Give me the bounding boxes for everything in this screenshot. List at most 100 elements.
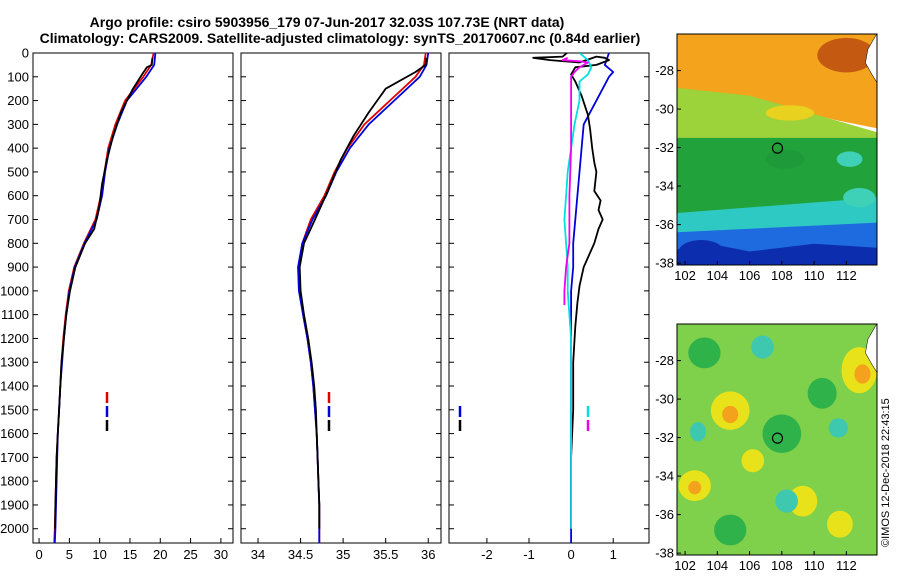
panel-sst-ytick-label: -32 [655,140,674,155]
panel-salinity-xtick-label: 36 [421,547,435,562]
map-region-green [677,137,877,223]
map-blob-yellow [788,485,818,517]
temperature-panel: 0100200300400500600700800900100011001200… [0,46,234,562]
panel-sla-ytick-label: -34 [655,469,674,484]
ytick-label: 600 [7,188,29,203]
panel-sst-xtick-label: 108 [771,268,793,283]
sst-map-panel: 102 104 106 108 110 112 -28 -30 -32 -34 -36 -38 [655,33,878,283]
ytick-label: 1200 [0,331,29,346]
panel-sla-xtick-label: 104 [706,558,728,573]
panel-temperature-xtick-label: 30 [214,547,228,562]
ytick-label: 300 [7,117,29,132]
panel-salinity-xtick-label: 34 [251,547,265,562]
figure-title-line1: Argo profile: csiro 5903956_179 07-Jun-2… [90,14,565,30]
panel-salinity-series-argo [298,57,428,529]
panel-sst-xtick-label: 102 [674,268,696,283]
panel-sst-ytick-label: -30 [655,102,674,117]
panel-sst-xtick-label: 106 [739,268,761,283]
panel-sla-ytick-label: -36 [655,507,674,522]
map-blob-brown-patch [817,37,876,73]
panel-temperature-xtick-label: 15 [123,547,137,562]
panel-sla-xtick-label: 108 [771,558,793,573]
figure-title-line2: Climatology: CARS2009. Satellite-adjuste… [40,30,641,46]
ytick-label: 1800 [0,474,29,489]
ytick-label: 1500 [0,402,29,417]
panel-sla-xtick-label: 102 [674,558,696,573]
panel-salinity-xtick-label: 34.5 [288,547,313,562]
panel-difference-series-t-argo [532,53,610,529]
panel-temperature-series-argo [54,57,154,529]
imos-credit: ©IMOS 12-Dec-2018 22:43:15 [880,398,892,547]
panel-sst-xtick-label: 112 [836,268,857,283]
sla-map-panel: 102 104 106 108 110 112 -28 -30 -32 -34 -36 -38 [655,323,878,573]
ytick-label: 400 [7,141,29,156]
ytick-label: 1600 [0,426,29,441]
map-blob-yellow-patch [765,105,815,121]
ytick-label: 1000 [0,283,29,298]
ytick-label: 700 [7,212,29,227]
panel-sla-ytick-label: -30 [655,392,674,407]
ytick-label: 500 [7,164,29,179]
map-blob-green [807,377,837,409]
panel-sst-ytick-label: -34 [655,179,674,194]
ytick-label: 1100 [1,307,29,322]
difference-panel: -2 -1 0 1 [448,52,650,562]
map-blob-light-green-patch [710,107,740,123]
panel-temperature-xtick-label: 25 [183,547,197,562]
panel-sst-ytick-label: -38 [655,256,674,271]
map-blob-cyan [828,418,848,438]
argo-float-marker [771,142,784,154]
map-blob-orange [688,480,702,495]
map-blob-cyan [689,422,707,442]
land-area [865,34,877,83]
panel-salinity-frame [240,52,442,544]
panel-sst-xtick-label: 110 [804,268,825,283]
map-region-dark-blue [677,241,877,265]
map-blob-green [688,337,721,369]
map-blob-green [762,414,802,453]
panel-sla-frame [676,323,878,556]
panel-sla-xtick-label: 112 [836,558,857,573]
panel-temperature-frame [32,52,234,544]
panel-sla-content [677,324,877,555]
panel-difference-series-s-satellite [563,53,593,529]
ytick-label: 1900 [0,497,29,512]
salinity-panel: 34 34.5 35 35.5 36 [240,52,442,562]
panel-sla-ytick-label: -28 [655,353,674,368]
map-blob-yellow [827,510,853,538]
argo-float-marker [771,432,784,444]
panel-sla-ytick-label: -32 [655,430,674,445]
panel-sst-content [677,34,877,265]
ytick-label: 900 [7,260,29,275]
panel-temperature-xtick-label: 10 [92,547,106,562]
panel-sst-xtick-label: 104 [706,268,728,283]
panel-difference-xtick-label: 1 [610,547,617,562]
map-blob-green-patch [765,149,805,169]
map-blob-green [714,514,747,546]
ytick-label: 200 [7,93,29,108]
ytick-label: 0 [22,46,29,61]
map-blob-blue-patch [678,239,724,264]
map-blob-orange [854,364,871,384]
ytick-label: 800 [7,236,29,251]
ytick-label: 1400 [0,379,29,394]
panel-salinity-series-group [297,53,430,543]
panel-difference-series-group [532,53,615,543]
map-blob-cyan [751,335,774,359]
ytick-label: 1700 [0,450,29,465]
panel-sla-ytick-label: -38 [655,546,674,561]
ytick-label: 2000 [0,521,29,536]
panel-temperature-xtick-label: 20 [153,547,167,562]
map-blob-orange [722,405,739,424]
panel-sla-xtick-label: 110 [804,558,825,573]
panel-salinity-xtick-label: 35.5 [373,547,398,562]
panel-difference-xtick-label: -2 [481,547,493,562]
ytick-label: 1300 [0,355,29,370]
panel-difference-frame [448,52,650,544]
panel-difference-xtick-label: -1 [523,547,535,562]
panel-difference-xtick-label: 0 [567,547,574,562]
map-blob-cyan [775,489,798,513]
panel-salinity-xtick-label: 35 [336,547,350,562]
panel-sst-ytick-label: -28 [655,63,674,78]
